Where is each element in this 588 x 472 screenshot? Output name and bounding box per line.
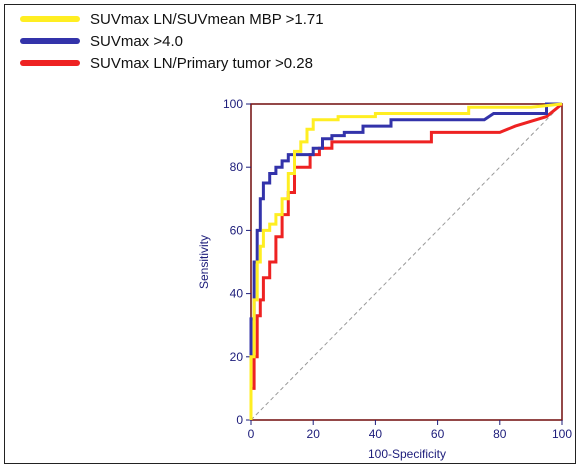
legend-item-suvmax: SUVmax >4.0	[20, 30, 324, 52]
x-tick-label: 0	[248, 427, 255, 441]
x-tick-label: 60	[431, 427, 445, 441]
legend-swatch-yellow	[20, 16, 80, 22]
figure-frame	[4, 4, 576, 464]
legend-item-suvmax-ln-primary: SUVmax LN/Primary tumor >0.28	[20, 52, 324, 74]
x-tick-label: 40	[369, 427, 383, 441]
y-tick-label: 100	[223, 97, 243, 111]
roc-curve-suvmax-ln-mbp	[249, 102, 563, 420]
plot-area-border	[250, 103, 563, 421]
roc-curve-suvmax-ln-primary	[249, 102, 563, 420]
legend-label: SUVmax LN/SUVmean MBP >1.71	[90, 10, 324, 28]
legend-swatch-red	[20, 60, 80, 66]
roc-curve-suvmax	[249, 102, 562, 420]
y-axis-title: Sensitivity	[197, 235, 211, 289]
x-axis-title: 100-Specificity	[368, 447, 446, 461]
x-tick-label: 20	[307, 427, 321, 441]
y-tick-label: 80	[230, 160, 244, 174]
y-tick-label: 20	[230, 350, 244, 364]
y-tick-label: 40	[230, 287, 244, 301]
legend-label: SUVmax LN/Primary tumor >0.28	[90, 54, 313, 72]
x-tick-label: 80	[493, 427, 507, 441]
legend-label: SUVmax >4.0	[90, 32, 183, 50]
reference-diagonal-line	[250, 103, 563, 421]
legend-swatch-blue	[20, 38, 80, 44]
y-tick-label: 0	[236, 413, 243, 427]
chart-legend: SUVmax LN/SUVmean MBP >1.71 SUVmax >4.0 …	[20, 8, 324, 74]
x-tick-label: 100	[552, 427, 572, 441]
legend-item-suvmax-ln-mbp: SUVmax LN/SUVmean MBP >1.71	[20, 8, 324, 30]
y-tick-label: 60	[230, 223, 244, 237]
